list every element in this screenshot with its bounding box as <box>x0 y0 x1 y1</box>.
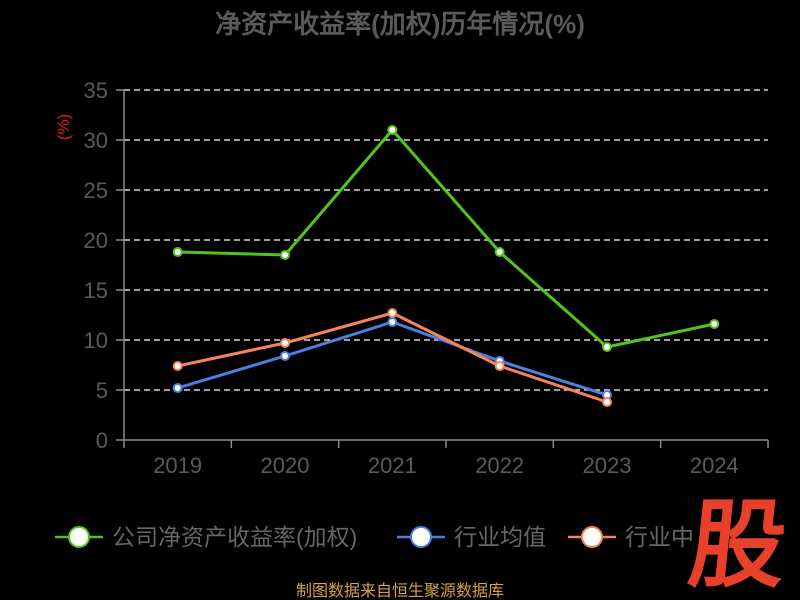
data-point <box>172 247 183 257</box>
legend-label: 公司净资产收益率(加权) <box>112 524 357 550</box>
x-tick-label: 2023 <box>583 453 632 478</box>
legend-marker <box>68 526 90 548</box>
axes <box>116 89 769 448</box>
y-tick-label: 30 <box>84 128 108 153</box>
legend-item: 公司净资产收益率(加权) <box>55 524 357 550</box>
source-footer: 制图数据来自恒生聚源数据库 <box>296 582 504 600</box>
y-tick-label: 10 <box>84 328 108 353</box>
data-point <box>172 383 183 393</box>
legend-label: 行业均值 <box>454 524 546 550</box>
y-tick-label: 25 <box>84 178 108 203</box>
x-tick-label: 2024 <box>690 453 739 478</box>
data-point <box>494 247 505 257</box>
y-axis-label: (%) <box>54 114 73 140</box>
y-tick-label: 5 <box>96 378 108 403</box>
logo-mark: 股 <box>684 492 791 599</box>
y-tick-label: 35 <box>84 78 108 103</box>
y-tick-labels: 0 5 10 15 20 25 30 35 <box>84 78 108 453</box>
x-tick-label: 2020 <box>261 453 310 478</box>
legend-marker <box>581 526 603 548</box>
x-tick-label: 2019 <box>153 453 202 478</box>
series-3 <box>172 308 612 407</box>
legend-item: 行业均值 <box>397 524 546 550</box>
x-tick-label: 2022 <box>475 453 524 478</box>
y-tick-label: 15 <box>84 278 108 303</box>
data-point <box>280 351 290 361</box>
x-tick-label: 2021 <box>368 453 417 478</box>
series-1 <box>172 125 720 352</box>
data-point <box>494 361 505 371</box>
data-point <box>602 397 612 407</box>
legend-item: 行业中 <box>568 524 694 550</box>
data-point <box>280 338 290 348</box>
series-layer <box>172 125 720 407</box>
series-line <box>177 128 715 349</box>
x-tick-labels: 2019 2020 2021 2022 2023 2024 <box>153 453 739 478</box>
y-tick-label: 0 <box>96 428 108 453</box>
y-tick-label: 20 <box>84 228 108 253</box>
data-point <box>709 319 720 329</box>
legend-marker <box>410 526 432 548</box>
data-point <box>387 308 398 318</box>
data-point <box>172 361 183 371</box>
data-point <box>387 317 398 327</box>
legend: 公司净资产收益率(加权) 行业均值 行业中 <box>55 524 694 550</box>
data-point <box>280 250 290 260</box>
legend-label: 行业中 <box>625 524 694 550</box>
data-point <box>602 342 612 352</box>
data-point <box>387 125 398 135</box>
chart-title: 净资产收益率(加权)历年情况(%) <box>215 9 585 39</box>
